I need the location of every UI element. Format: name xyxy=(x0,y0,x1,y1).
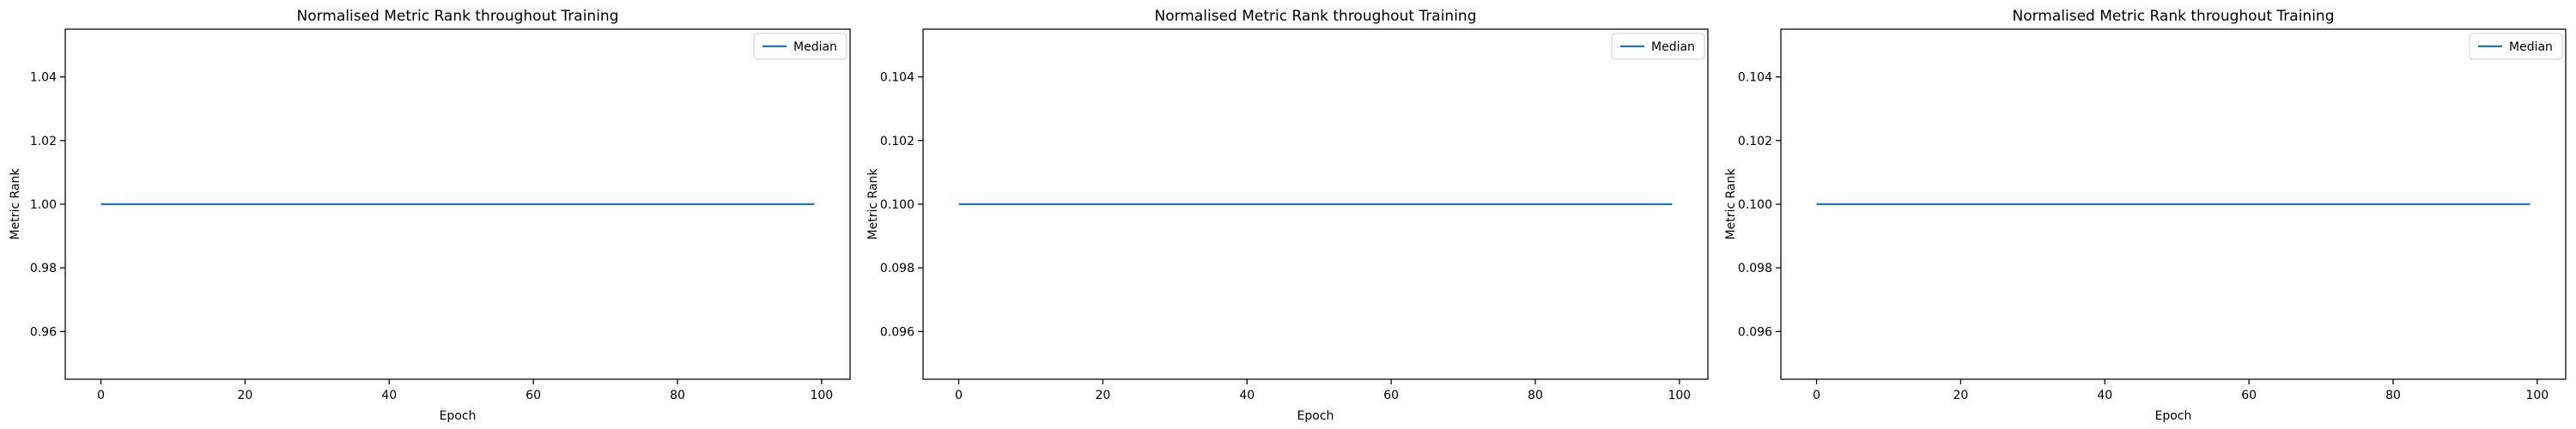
x-tick-label: 40 xyxy=(2097,389,2112,402)
y-tick-label: 0.102 xyxy=(1738,135,1772,148)
x-tick-label: 100 xyxy=(2525,389,2549,402)
y-tick-label: 0.104 xyxy=(880,71,914,85)
legend-label-median: Median xyxy=(1651,40,1695,54)
legend-box xyxy=(1611,33,1705,60)
y-tick-label: 0.098 xyxy=(1738,262,1772,275)
x-tick-label: 0 xyxy=(1813,389,1820,402)
y-tick-label: 0.96 xyxy=(30,325,57,339)
x-axis-label: Epoch xyxy=(440,409,477,423)
y-tick-label: 1.04 xyxy=(30,71,57,85)
x-tick-label: 60 xyxy=(2241,389,2257,402)
x-tick-label: 0 xyxy=(97,389,105,402)
x-tick-label: 0 xyxy=(955,389,963,402)
x-tick-label: 80 xyxy=(1528,389,1543,402)
legend: Median xyxy=(2469,33,2563,60)
x-tick-label: 40 xyxy=(1239,389,1255,402)
y-tick-label: 1.02 xyxy=(30,135,57,148)
legend: Median xyxy=(753,33,848,60)
y-tick-label: 0.102 xyxy=(880,135,914,148)
x-tick-label: 100 xyxy=(1668,389,1691,402)
x-tick-label: 20 xyxy=(237,389,252,402)
legend-box xyxy=(2469,33,2563,60)
x-axis-label: Epoch xyxy=(2155,409,2192,423)
y-axis-label: Metric Rank xyxy=(866,168,880,240)
chart-title: Normalised Metric Rank throughout Traini… xyxy=(1155,8,1477,25)
y-tick-label: 0.100 xyxy=(1738,198,1772,212)
legend-label-median: Median xyxy=(793,40,837,54)
chart-panel-2: 0 20 40 60 80 100 0.096 0.098 0.100 0.102 0.104 Nor… xyxy=(866,8,1709,423)
y-axis-label: Metric Rank xyxy=(1724,168,1738,240)
x-tick-label: 60 xyxy=(1383,389,1399,402)
x-tick-label: 20 xyxy=(1953,389,1968,402)
chart-panel-3: 0 20 40 60 80 100 0.096 0.098 0.100 0.102 0.104 Nor… xyxy=(1724,8,2567,423)
x-tick-label: 80 xyxy=(670,389,685,402)
x-tick-label: 80 xyxy=(2385,389,2401,402)
y-tick-label: 0.098 xyxy=(880,262,914,275)
y-tick-label: 0.100 xyxy=(880,198,914,212)
y-tick-label: 0.98 xyxy=(30,262,57,275)
x-tick-label: 60 xyxy=(526,389,541,402)
y-tick-label: 0.096 xyxy=(1738,325,1772,339)
legend-label-median: Median xyxy=(2509,40,2553,54)
x-tick-label: 40 xyxy=(381,389,397,402)
y-tick-label: 0.096 xyxy=(880,325,914,339)
chart-panel-1: 0 20 40 60 80 100 0.96 0.98 1.00 1.02 1.04 Normalis… xyxy=(9,8,851,423)
x-axis-label: Epoch xyxy=(1297,409,1334,423)
x-tick-label: 100 xyxy=(810,389,833,402)
legend-box xyxy=(753,33,848,60)
y-tick-label: 0.104 xyxy=(1738,71,1772,85)
legend: Median xyxy=(1611,33,1705,60)
chart-title: Normalised Metric Rank throughout Traini… xyxy=(2013,8,2335,25)
y-axis-label: Metric Rank xyxy=(9,168,22,240)
y-tick-label: 1.00 xyxy=(30,198,57,212)
x-tick-label: 20 xyxy=(1095,389,1110,402)
chart-title: Normalised Metric Rank throughout Traini… xyxy=(297,8,619,25)
